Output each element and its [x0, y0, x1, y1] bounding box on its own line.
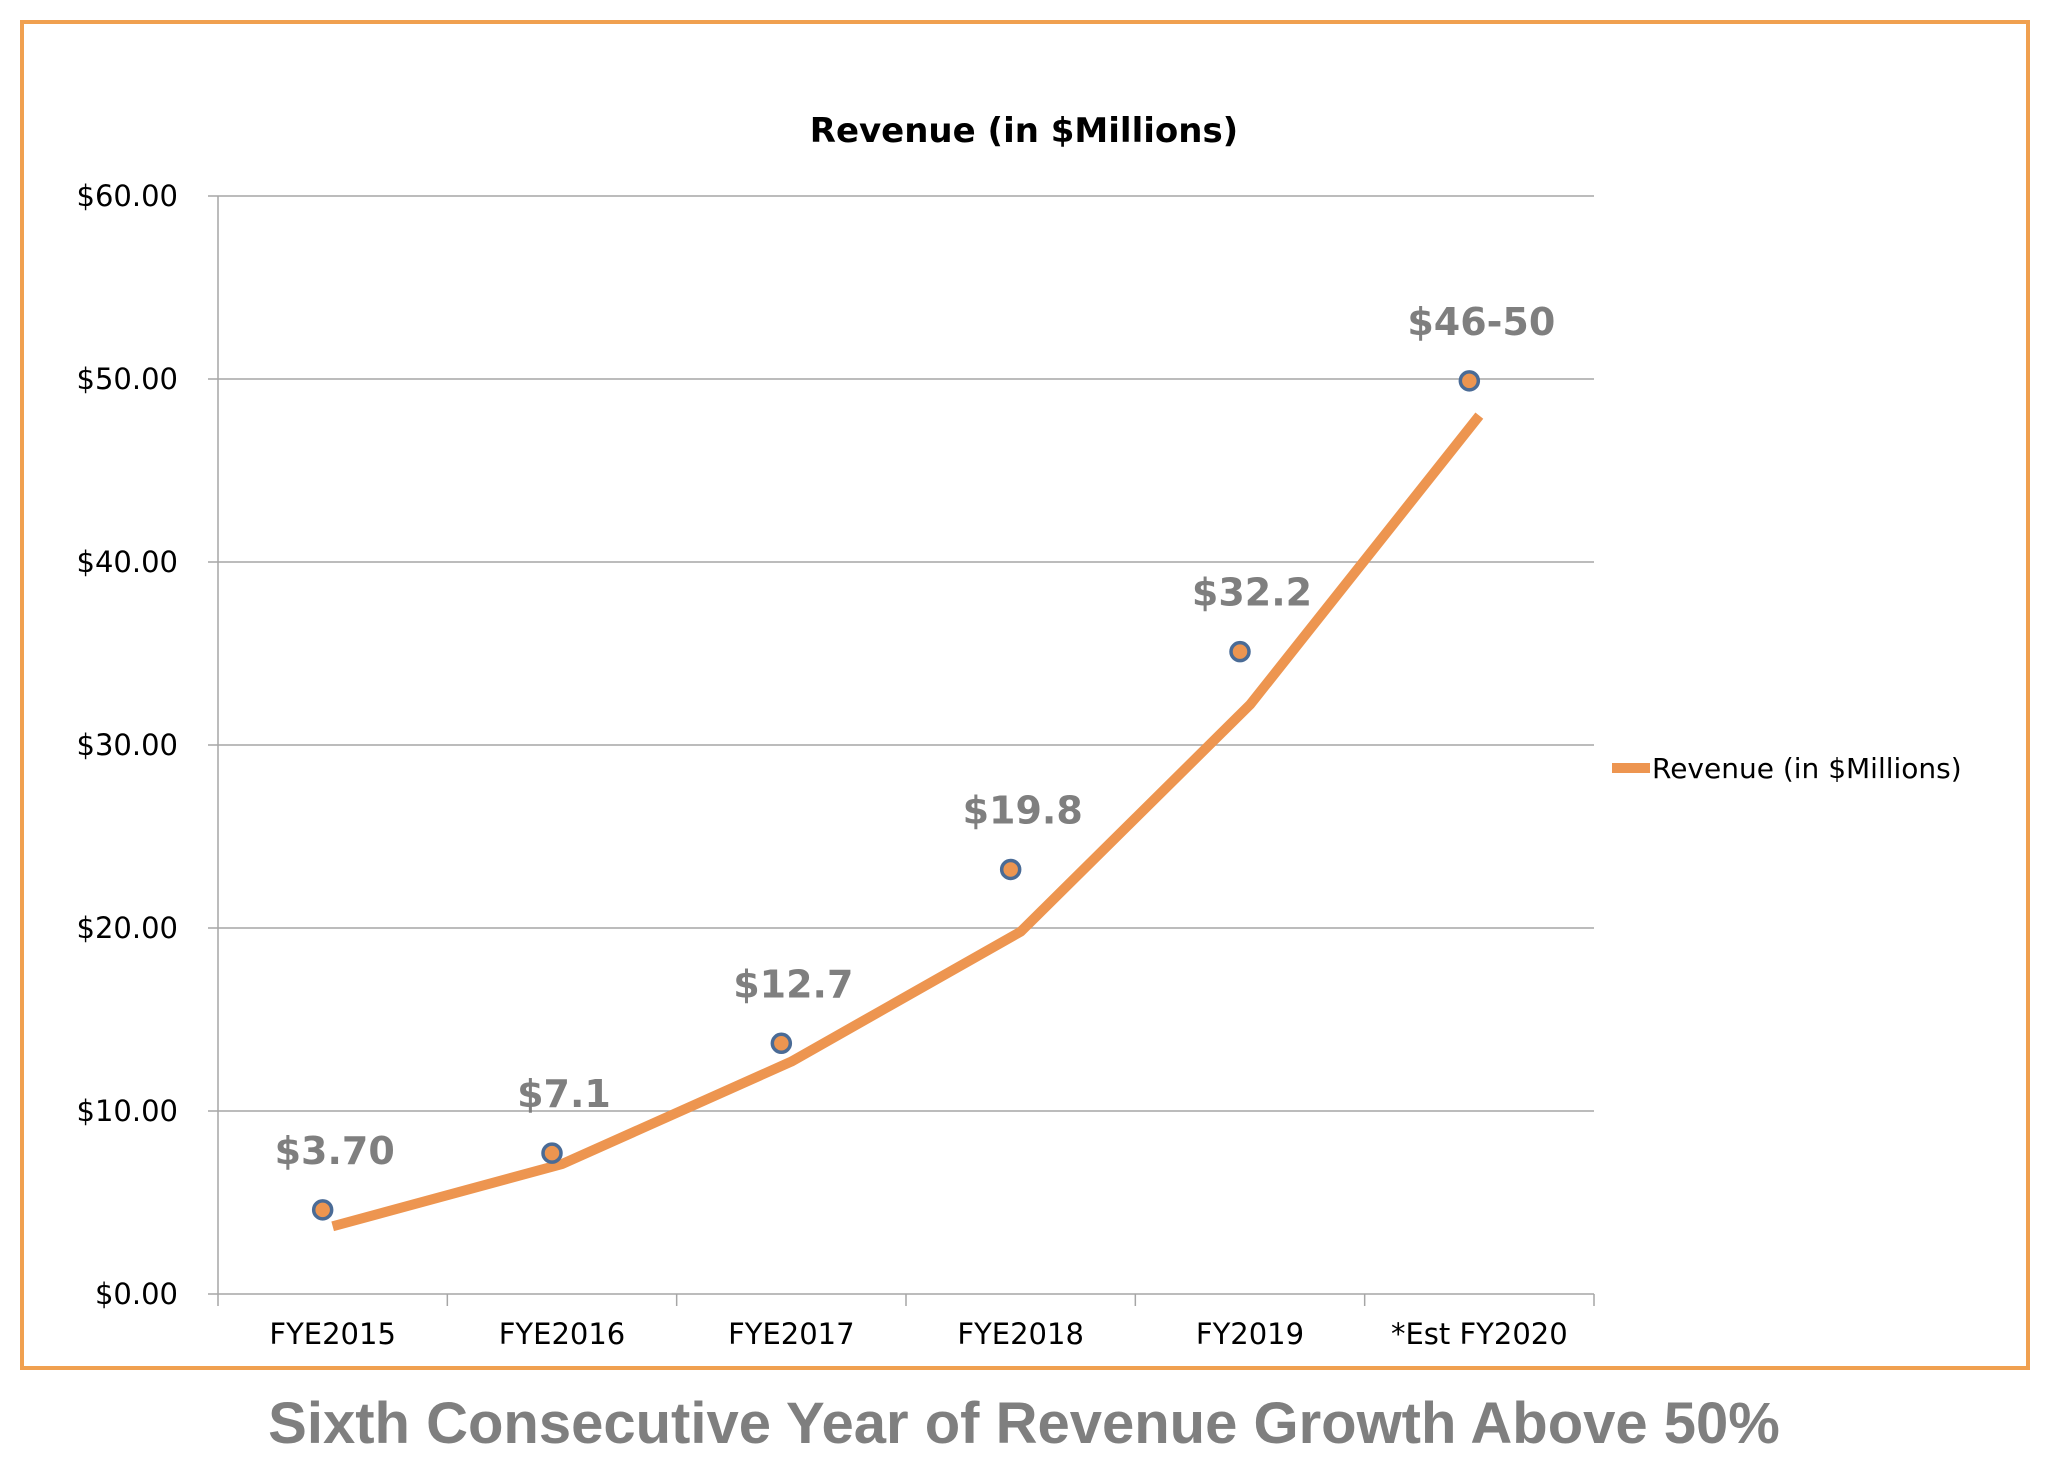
y-tick-label: $50.00	[77, 362, 178, 396]
y-tick-label: $20.00	[77, 911, 178, 945]
x-tick-labels: FYE2015 FYE2016 FYE2017 FYE2018 FY2019 *Est F…	[269, 1317, 1567, 1351]
caption: Sixth Consecutive Year of Revenue Growth…	[268, 1391, 1780, 1456]
y-tick-labels: $0.00 $10.00 $20.00 $30.00 $40.00 $50.00 $60.0…	[77, 179, 178, 1311]
legend-label: Revenue (in $Millions)	[1652, 752, 1962, 785]
x-tick-label: FYE2015	[269, 1317, 396, 1351]
series-line	[331, 412, 1484, 1232]
x-tick-label: FYE2017	[728, 1317, 855, 1351]
y-tick-label: $60.00	[77, 179, 178, 213]
legend: Revenue (in $Millions)	[1612, 752, 1962, 785]
x-tick-label: FYE2016	[499, 1317, 626, 1351]
x-tick-label: FY2019	[1196, 1317, 1304, 1351]
y-tick-label: $40.00	[77, 545, 178, 579]
data-label: $32.2	[1192, 571, 1312, 615]
data-label: $7.1	[517, 1072, 611, 1116]
x-tick-label: *Est FY2020	[1391, 1317, 1568, 1351]
chart-frame	[20, 20, 2030, 1370]
chart-title: Revenue (in $Millions)	[810, 111, 1238, 151]
y-tick-label: $30.00	[77, 728, 178, 762]
data-labels: $3.70 $7.1 $12.7 $19.8 $32.2 $46-50	[275, 300, 1556, 1173]
data-marker	[541, 1142, 563, 1164]
data-label: $19.8	[963, 788, 1083, 832]
data-markers	[311, 370, 1481, 1221]
data-marker	[999, 858, 1022, 881]
x-tick-label: FYE2018	[957, 1317, 1084, 1351]
revenue-line	[331, 412, 1484, 1232]
data-label: $3.70	[275, 1129, 395, 1173]
data-marker	[1229, 640, 1251, 663]
data-label: $46-50	[1407, 300, 1555, 344]
data-marker	[1458, 370, 1481, 392]
data-marker	[311, 1199, 334, 1221]
y-tick-label: $0.00	[95, 1277, 178, 1311]
data-marker	[770, 1032, 793, 1055]
revenue-chart: Revenue (in $Millions) $0.00 $10.00 $20.00…	[77, 111, 1962, 1351]
y-tick-label: $10.00	[77, 1094, 178, 1128]
axes	[208, 195, 1595, 1306]
gridlines	[218, 195, 1594, 1112]
data-label: $12.7	[733, 962, 853, 1006]
